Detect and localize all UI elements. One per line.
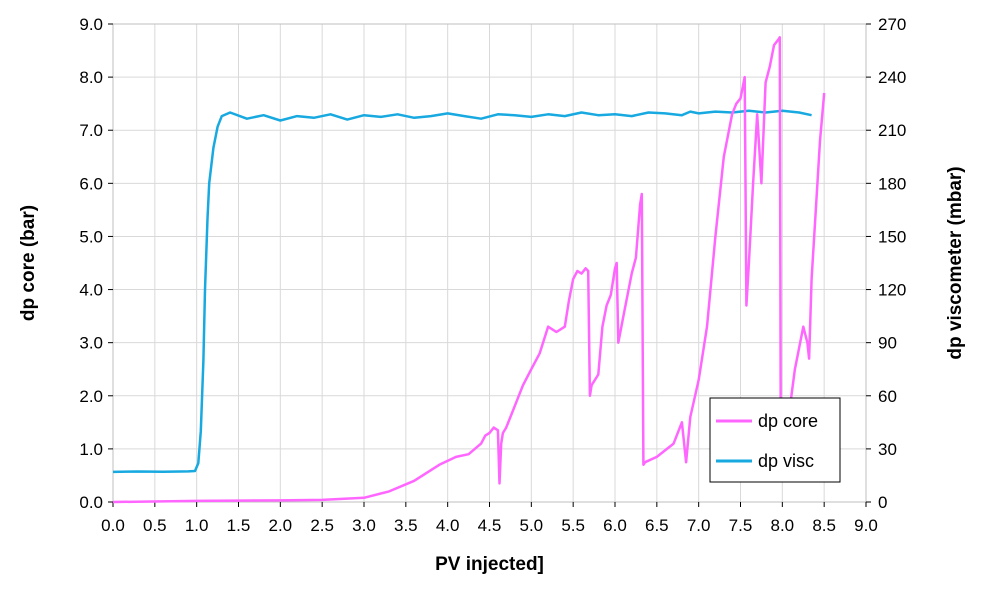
x-tick-label: 1.0 (185, 516, 209, 535)
y-tick-label: 4.0 (79, 281, 103, 300)
y-tick-label: 0.0 (79, 493, 103, 512)
y-tick-label: 1.0 (79, 440, 103, 459)
y2-tick-label: 180 (878, 174, 906, 193)
y2-tick-label: 120 (878, 281, 906, 300)
legend: dp core dp visc (709, 397, 841, 483)
y-tick-label: 5.0 (79, 227, 103, 246)
x-tick-label: 6.5 (645, 516, 669, 535)
x-tick-label: 4.5 (478, 516, 502, 535)
y-tick-label: 3.0 (79, 334, 103, 353)
series-dp-core (112, 36, 826, 504)
y-axis-ticks: 0.0 1.0 2.0 3.0 4.0 5.0 6.0 7.0 8.0 9.0 (79, 15, 113, 512)
x-tick-label: 0.0 (101, 516, 125, 535)
y2-axis-ticks: 0 30 60 90 120 150 180 210 240 270 (866, 15, 906, 512)
y2-tick-label: 0 (878, 493, 887, 512)
x-tick-label: 8.5 (812, 516, 836, 535)
y-tick-label: 6.0 (79, 174, 103, 193)
y-tick-label: 7.0 (79, 121, 103, 140)
legend-label-dp-core: dp core (758, 411, 818, 431)
series-line (112, 36, 826, 504)
x-tick-label: 3.0 (352, 516, 376, 535)
y-tick-label: 9.0 (79, 15, 103, 34)
legend-box (709, 397, 841, 483)
x-tick-label: 7.0 (687, 516, 711, 535)
y-axis-title: dp core (bar) (18, 205, 39, 321)
y2-tick-label: 270 (878, 15, 906, 34)
x-tick-label: 7.5 (729, 516, 753, 535)
legend-label-dp-visc: dp visc (758, 451, 814, 471)
y2-axis-title: dp viscometer (mbar) (945, 166, 966, 359)
x-tick-label: 4.0 (436, 516, 460, 535)
y2-tick-label: 240 (878, 68, 906, 87)
x-axis-title: PV injected] (435, 554, 544, 575)
x-tick-label: 9.0 (854, 516, 878, 535)
series-line (112, 109, 812, 474)
y-tick-label: 2.0 (79, 387, 103, 406)
x-tick-label: 2.0 (269, 516, 293, 535)
series-layer (112, 36, 826, 504)
y2-tick-label: 150 (878, 227, 906, 246)
x-axis-ticks: 0.0 0.5 1.0 1.5 2.0 2.5 3.0 3.5 4.0 4.5 5.0 5.5 6.0 6… (101, 502, 878, 535)
x-tick-label: 2.5 (310, 516, 334, 535)
x-tick-label: 1.5 (227, 516, 251, 535)
x-tick-label: 3.5 (394, 516, 418, 535)
y2-tick-label: 60 (878, 387, 897, 406)
x-tick-label: 5.5 (561, 516, 585, 535)
x-tick-label: 5.0 (520, 516, 544, 535)
series-dp-visc (112, 109, 812, 474)
y2-tick-label: 30 (878, 440, 897, 459)
x-tick-label: 0.5 (143, 516, 167, 535)
y-tick-label: 8.0 (79, 68, 103, 87)
x-tick-label: 6.0 (603, 516, 627, 535)
y2-tick-label: 90 (878, 334, 897, 353)
y2-tick-label: 210 (878, 121, 906, 140)
x-tick-label: 8.0 (771, 516, 795, 535)
